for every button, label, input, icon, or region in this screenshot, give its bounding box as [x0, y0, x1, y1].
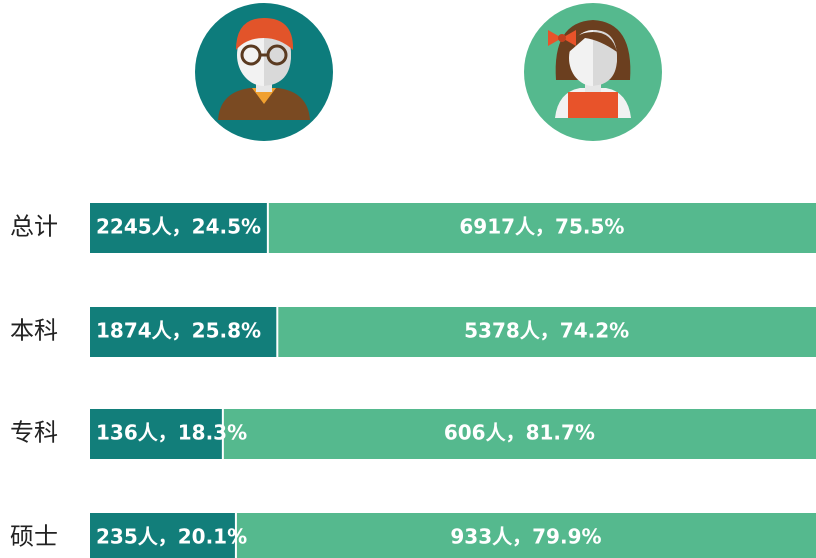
value-label: 933人，79.9%	[450, 525, 601, 549]
value-label: 136人，18.3%	[96, 421, 247, 445]
value-label: 235人，20.1%	[96, 525, 247, 549]
category-label: 专科	[10, 419, 58, 447]
category-label: 本科	[10, 317, 58, 345]
bar-segment	[90, 307, 278, 357]
bar-segment	[90, 513, 236, 558]
value-label: 606人，81.7%	[444, 421, 595, 445]
category-label: 总计	[10, 213, 58, 241]
bar-segment	[90, 203, 268, 253]
value-label: 2245人，24.5%	[96, 215, 261, 239]
value-label: 1874人，25.8%	[96, 319, 261, 343]
bar-segment	[267, 203, 816, 253]
value-label: 6917人，75.5%	[459, 215, 624, 239]
male-icon	[195, 3, 333, 141]
bar-segment	[90, 409, 223, 459]
bar-segment	[235, 513, 816, 558]
female-icon	[524, 3, 662, 141]
value-label: 5378人，74.2%	[464, 319, 629, 343]
bar-segment	[222, 409, 816, 459]
bar-segment	[277, 307, 816, 357]
category-label: 硕士	[10, 523, 58, 551]
